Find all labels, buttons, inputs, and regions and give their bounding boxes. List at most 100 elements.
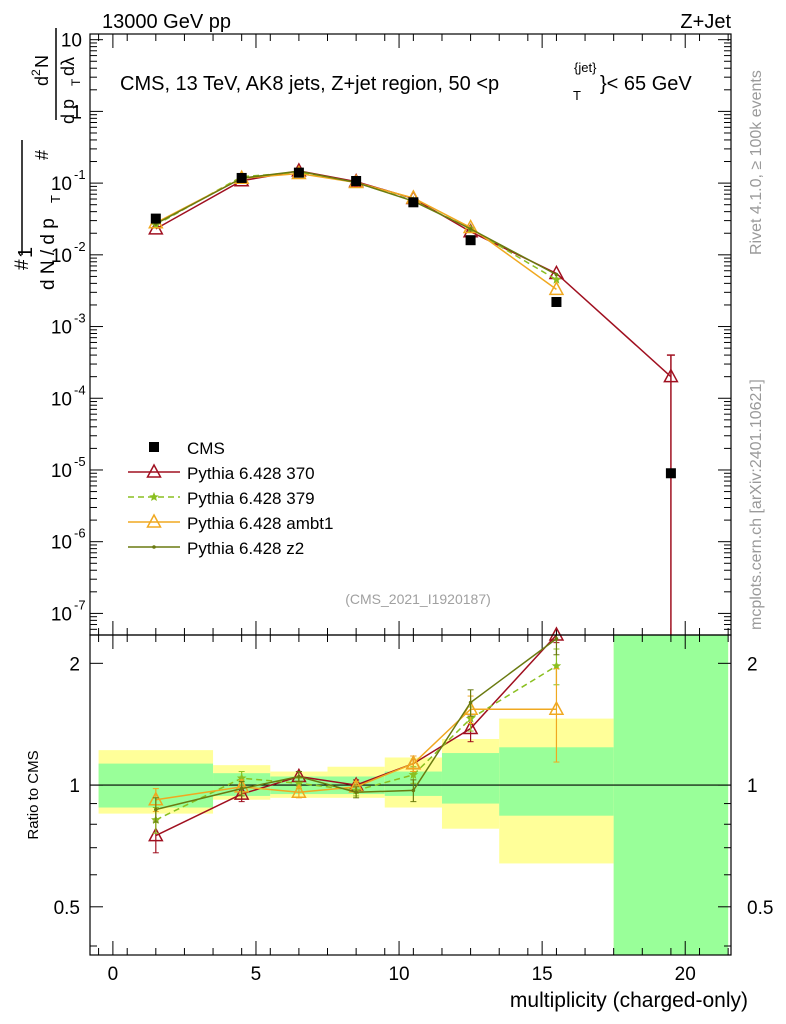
y-tick-exponent: -1 [74, 167, 86, 182]
ratio-series-3 [152, 634, 560, 823]
data-point [293, 167, 304, 178]
y-tick-exponent: -3 [74, 311, 86, 326]
ylabel-t-sub-1: T [48, 195, 63, 203]
legend-label: CMS [187, 439, 225, 458]
legend-label: Pythia 6.428 ambt1 [187, 514, 333, 533]
ratio-point [554, 636, 559, 641]
y-tick-base: 1 [71, 102, 82, 123]
x-tick-label: 5 [251, 964, 262, 985]
ylabel-n: N [32, 55, 52, 68]
legend-marker [146, 463, 162, 478]
band-inner-bin [613, 635, 729, 955]
legend-marker [152, 545, 156, 549]
data-series [150, 167, 676, 479]
y-tick-base: 10 [51, 389, 72, 410]
legend-entry-2: Pythia 6.428 ambt1 [128, 513, 333, 533]
y-tick-label: 10 -4 [51, 382, 86, 410]
legend-entry-0: Pythia 6.428 370 [128, 463, 315, 483]
ratio-point [154, 807, 158, 812]
ratio-point [411, 788, 416, 793]
ratio-y-tick-label: 0.5 [54, 898, 80, 919]
legend-entry-data: CMS [149, 439, 225, 458]
ratio-plot-frame [89, 634, 732, 956]
ylabel-one: 1 [15, 247, 37, 258]
series-point [548, 280, 565, 296]
ratio-y-tick-label-right: 0.5 [747, 898, 773, 919]
title-subscript: T [573, 88, 581, 103]
ratio-axes: 0 5 10 15 20 0.5 0.5 1 1 2 2 [54, 635, 773, 985]
mcplots-url-label: mcplots.cern.ch [arXiv:2401.10621] [748, 379, 765, 630]
ratio-point [239, 786, 244, 791]
ylabel-d: d [32, 76, 52, 86]
y-tick-exponent: -6 [74, 526, 86, 541]
ratio-series [148, 626, 565, 854]
title-tail: }< 65 GeV [600, 73, 692, 95]
legend-label: Pythia 6.428 370 [187, 464, 315, 483]
ylabel-dn-dpt: d N / d p [38, 218, 59, 290]
y-tick-base: 10 [51, 461, 72, 482]
band-inner-bin [441, 753, 500, 804]
ratio-point [294, 778, 304, 788]
ylabel-hash-1: # [12, 259, 33, 270]
ylabel-dlambda: dλ [58, 57, 78, 76]
y-tick-exponent: -7 [74, 597, 86, 612]
data-point [551, 296, 562, 307]
ylabel-t-sub-2: T [69, 78, 83, 86]
ratio-y-tick-label: 1 [69, 776, 80, 797]
series-point [554, 272, 559, 277]
x-tick-label: 10 [388, 964, 409, 985]
ratio-y-tick-label-right: 1 [747, 776, 758, 797]
data-point [150, 213, 161, 224]
main-y-axis-label: # 1 d N / d p T # d 2 N d p T dλ [12, 28, 83, 290]
title-main: CMS, 13 TeV, AK8 jets, Z+jet region, 50 … [120, 73, 499, 95]
ratio-point [551, 660, 562, 671]
ratio-point [408, 769, 419, 779]
ratio-point [468, 700, 473, 705]
series-point [551, 274, 562, 284]
legend-entry-3: Pythia 6.428 z2 [128, 539, 304, 558]
y-tick-label: 10 -5 [51, 454, 86, 482]
plot-title: CMS, 13 TeV, AK8 jets, Z+jet region, 50 … [120, 60, 692, 103]
y-tick-exponent: -5 [74, 454, 86, 469]
reference-key: (CMS_2021_I1920187) [345, 591, 491, 607]
y-tick-base: 10 [51, 533, 72, 554]
legend: CMS Pythia 6.428 370 Pythia 6.428 379 Pythi… [128, 439, 333, 558]
y-tick-label: 10 -7 [51, 597, 86, 625]
ylabel-hash-2: # [32, 150, 52, 160]
series-0 [148, 162, 679, 635]
ratio-point [233, 785, 250, 800]
header-left-label: 13000 GeV pp [102, 11, 231, 33]
y-tick-base: 10 [61, 31, 82, 52]
y-tick-label: 10 -6 [51, 526, 86, 554]
ratio-y-tick-label: 2 [69, 654, 80, 675]
ratio-point [354, 790, 358, 795]
legend-label: Pythia 6.428 379 [187, 489, 315, 508]
y-tick-base: 10 [51, 318, 72, 339]
title-superscript: {jet} [574, 60, 597, 75]
data-point [665, 468, 676, 479]
y-tick-base: 10 [51, 604, 72, 625]
x-tick-label: 20 [675, 964, 696, 985]
ratio-y-axis-label: Ratio to CMS [25, 750, 42, 839]
series-line [155, 172, 557, 290]
ratio-point [148, 827, 164, 842]
legend-marker [149, 492, 159, 502]
ratio-point [236, 773, 247, 783]
series-point [468, 227, 473, 231]
y-tick-label: 10 -1 [51, 167, 86, 195]
legend-marker [146, 513, 162, 528]
y-tick-label: 10 -2 [51, 239, 86, 267]
y-tick-label: 10 [61, 31, 82, 52]
y-tick-label: 1 [71, 102, 82, 123]
ratio-point [462, 719, 479, 735]
series-line [155, 171, 557, 281]
series-point [663, 368, 679, 383]
ratio-point [548, 700, 565, 715]
data-point [351, 176, 362, 187]
main-series [148, 162, 679, 635]
data-point [408, 197, 419, 208]
y-tick-base: 10 [51, 174, 72, 195]
y-tick-exponent: -4 [74, 382, 86, 397]
legend-entry-1: Pythia 6.428 379 [128, 489, 315, 508]
